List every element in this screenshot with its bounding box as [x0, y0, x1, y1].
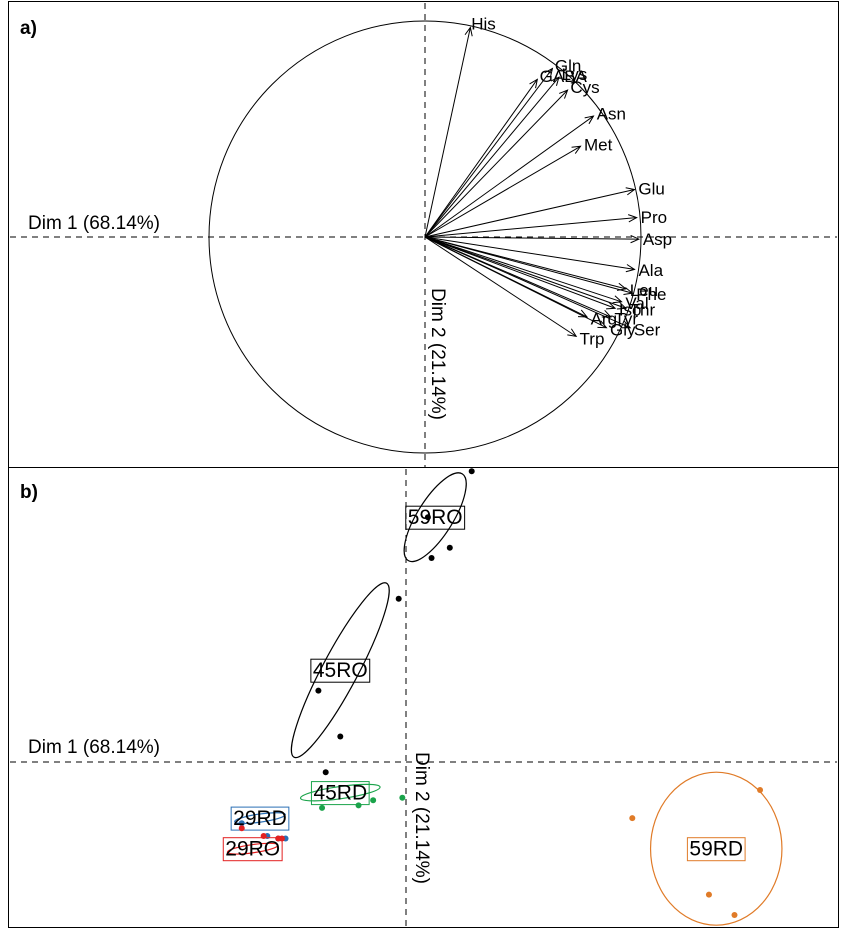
arrow-label: Pro	[641, 208, 667, 227]
sample-point	[355, 802, 362, 809]
arrow-label: Phe	[636, 285, 666, 304]
arrow-trp: Trp	[424, 236, 605, 349]
arrow-met: Met	[424, 135, 613, 238]
arrow-phe: Phe	[424, 236, 666, 304]
group-label-box	[310, 781, 370, 806]
arrow-label: Asn	[597, 105, 626, 124]
confidence-ellipse	[234, 812, 286, 825]
sample-point	[424, 514, 431, 521]
sample-point	[238, 820, 245, 827]
sample-point	[446, 544, 453, 551]
sample-point	[705, 891, 712, 898]
arrow-glu: Glu	[424, 180, 665, 238]
group-59ro: 59RO	[403, 468, 475, 563]
sample-point	[322, 769, 329, 776]
arrow-label: Val	[625, 294, 648, 313]
arrow-gly: Gly	[424, 236, 636, 340]
arrow-label: Gln	[555, 56, 581, 75]
arrow-thr: Thr	[424, 236, 656, 320]
group-label: 29RO	[225, 838, 280, 861]
arrow-label: His	[471, 15, 496, 34]
panel-a-label: a)	[20, 18, 37, 39]
group-45ro: 45RO	[290, 582, 402, 776]
arrow-cys: Cys	[424, 78, 600, 238]
group-label: 45RO	[313, 659, 368, 682]
panel-b-x-axis-label: Dim 1 (68.14%)	[28, 737, 160, 758]
panel-a: a) Dim 1 (68.14%) Dim 2 (21.14%) HisGlnG…	[8, 1, 839, 468]
sample-point	[370, 797, 377, 804]
sample-point	[468, 468, 475, 475]
arrow-ser: Ser	[424, 236, 661, 339]
sample-point	[337, 733, 344, 740]
group-label: 59RO	[408, 506, 463, 529]
panel-b-label: b)	[20, 482, 38, 503]
group-label-box	[230, 806, 290, 831]
confidence-ellipse	[403, 472, 467, 563]
panel-b-y-axis-label: Dim 2 (21.14%)	[411, 752, 432, 884]
sample-point	[629, 815, 636, 822]
confidence-ellipse	[226, 842, 279, 855]
arrow-label: Iso	[619, 301, 642, 320]
sample-point	[731, 912, 738, 918]
sample-point	[428, 555, 435, 561]
panel-a-x-axis-label: Dim 1 (68.14%)	[28, 213, 160, 234]
group-label-box	[310, 658, 371, 683]
arrow-label: Trp	[580, 330, 605, 349]
arrow-label: Lys	[561, 65, 587, 84]
arrow-label: Ala	[638, 261, 663, 280]
group-29ro: 29RO	[222, 825, 285, 862]
arrow-asn: Asn	[424, 105, 626, 238]
arrow-label: Arg	[591, 310, 617, 329]
group-label: 59RD	[689, 838, 743, 861]
arrow-val: Val	[424, 236, 649, 313]
arrow-label: Cys	[570, 78, 599, 97]
sample-point	[757, 787, 764, 794]
sample-point	[395, 595, 402, 602]
group-59rd: 59RD	[629, 771, 783, 926]
arrow-ala: Ala	[424, 236, 664, 280]
arrow-label: Thr	[630, 301, 656, 320]
arrow-iso: Iso	[424, 236, 642, 320]
arrow-label: Leu	[630, 281, 658, 300]
arrow-arg: Arg	[424, 236, 617, 329]
sample-groups: 59RO 45RO 45RD 29RD 29RO 59RD	[222, 468, 783, 926]
arrow-asp: Asp	[424, 230, 672, 249]
arrow-lys: Lys	[424, 65, 587, 238]
panel-a-frame	[8, 1, 839, 468]
confidence-ellipse	[290, 582, 390, 759]
arrow-gaba: GABA	[424, 67, 588, 238]
group-label-box	[686, 837, 746, 862]
panel-b: b) Dim 1 (68.14%) Dim 2 (21.14%) 59RO 45R…	[8, 467, 839, 928]
confidence-ellipse	[299, 783, 381, 802]
sample-point	[238, 825, 245, 832]
arrow-label: Asp	[643, 230, 672, 249]
group-45rd: 45RD	[299, 781, 406, 811]
sample-point	[399, 794, 406, 801]
group-label-box	[222, 837, 283, 862]
arrow-label: GABA	[540, 67, 588, 86]
arrow-label: Glu	[638, 180, 664, 199]
arrow-pro: Pro	[424, 208, 667, 238]
group-label: 45RD	[313, 782, 367, 805]
panel-a-y-axis-label: Dim 2 (21.14%)	[427, 288, 448, 420]
arrow-label: Met	[584, 135, 613, 154]
confidence-ellipse	[649, 771, 783, 926]
group-label-box	[405, 505, 466, 530]
arrow-gln: Gln	[424, 56, 581, 238]
arrow-label: Ser	[634, 320, 661, 339]
sample-point	[319, 804, 326, 811]
arrow-label: Gly	[610, 321, 636, 340]
sample-point	[315, 687, 322, 694]
group-label: 29RD	[233, 807, 287, 830]
arrow-his: His	[424, 15, 496, 238]
